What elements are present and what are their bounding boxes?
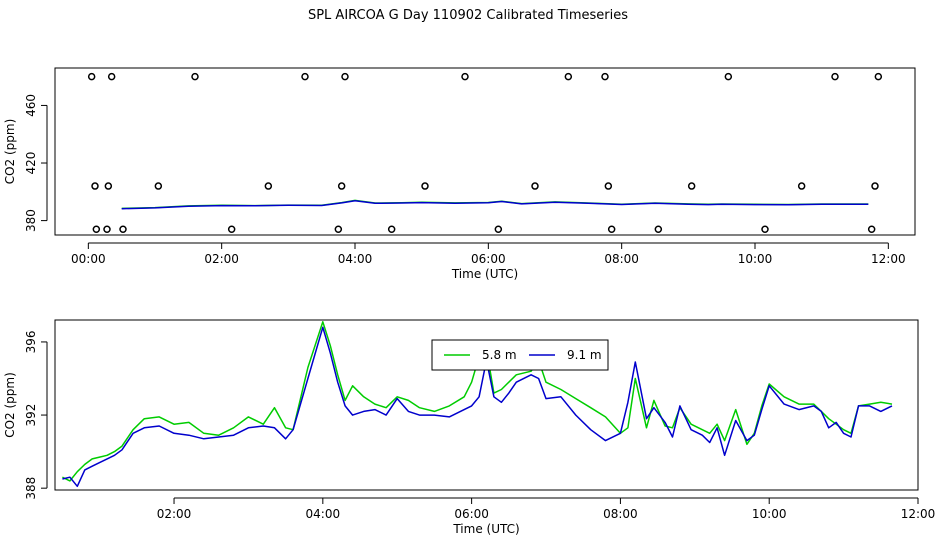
calibration-point bbox=[654, 225, 663, 233]
x-tick-label: 10:00 bbox=[738, 252, 773, 266]
y-tick-label: 380 bbox=[24, 209, 38, 232]
calibration-point bbox=[91, 182, 99, 190]
x-tick-label: 12:00 bbox=[871, 252, 906, 266]
calibration-point bbox=[797, 182, 806, 190]
x-axis-label: Time (UTC) bbox=[451, 267, 518, 281]
calibration-point bbox=[607, 225, 616, 233]
x-tick-label: 08:00 bbox=[604, 252, 639, 266]
calibration-point bbox=[154, 182, 163, 190]
calibration-point bbox=[494, 225, 503, 233]
plot-frame bbox=[54, 67, 916, 236]
calibration-point bbox=[531, 182, 539, 190]
calibration-point bbox=[724, 72, 733, 81]
y-tick-label: 388 bbox=[24, 477, 38, 500]
calibration-point bbox=[334, 225, 343, 233]
calibration-point bbox=[387, 225, 396, 233]
y-tick-label: 420 bbox=[24, 152, 38, 175]
calibration-point bbox=[104, 182, 113, 190]
calibration-point bbox=[264, 182, 273, 190]
calibration-point bbox=[831, 72, 839, 81]
calibration-point bbox=[103, 225, 111, 233]
x-tick-label: 04:00 bbox=[338, 252, 373, 266]
calibration-point bbox=[604, 182, 613, 190]
calibration-point bbox=[564, 72, 573, 81]
legend-label: 9.1 m bbox=[567, 348, 602, 362]
x-tick-label: 02:00 bbox=[204, 252, 239, 266]
x-tick-label: 04:00 bbox=[306, 507, 341, 521]
x-tick-label: 12:00 bbox=[901, 507, 936, 521]
calibration-point bbox=[461, 72, 469, 81]
y-tick-label: 460 bbox=[24, 94, 38, 117]
y-tick-label: 392 bbox=[24, 404, 38, 427]
page-title: SPL AIRCOA G Day 110902 Calibrated Times… bbox=[307, 8, 629, 23]
calibration-point bbox=[337, 182, 346, 190]
bottom-panel: 02:00 04:00 06:00 08:00 10:00 12:00 Time (UTC)… bbox=[3, 319, 936, 536]
calibration-point bbox=[119, 225, 127, 233]
x-tick-label: 08:00 bbox=[603, 507, 638, 521]
calibration-point bbox=[92, 225, 101, 233]
x-tick-label: 00:00 bbox=[71, 252, 106, 266]
x-tick-label: 06:00 bbox=[471, 252, 506, 266]
calibration-point bbox=[87, 72, 96, 81]
series-line-9-1-m bbox=[62, 326, 893, 488]
calibration-point bbox=[421, 182, 429, 190]
calibration-point bbox=[107, 72, 116, 81]
plot-frame bbox=[54, 319, 919, 491]
y-tick-label: 396 bbox=[24, 330, 38, 353]
legend-label: 5.8 m bbox=[482, 348, 517, 362]
y-axis-label: CO2 (ppm) bbox=[3, 372, 17, 438]
calibration-point bbox=[874, 72, 883, 81]
x-axis-label: Time (UTC) bbox=[452, 522, 519, 536]
y-axis-label: CO2 (ppm) bbox=[3, 119, 17, 185]
calibration-point bbox=[687, 182, 696, 190]
calibration-point bbox=[867, 225, 876, 233]
x-tick-label: 10:00 bbox=[752, 507, 787, 521]
calibration-point bbox=[761, 225, 769, 233]
calibration-point bbox=[601, 72, 609, 81]
calibration-point bbox=[227, 225, 236, 233]
calibration-point bbox=[341, 72, 349, 81]
top-panel: 00:00 02:00 04:00 06:00 08:00 10:00 12:00 Time … bbox=[3, 67, 916, 281]
calibration-point bbox=[871, 182, 879, 190]
calibration-point bbox=[191, 72, 199, 81]
series-line-9-1-m bbox=[121, 199, 869, 210]
x-tick-label: 06:00 bbox=[454, 507, 489, 521]
x-tick-label: 02:00 bbox=[157, 507, 192, 521]
calibration-point bbox=[301, 72, 309, 81]
